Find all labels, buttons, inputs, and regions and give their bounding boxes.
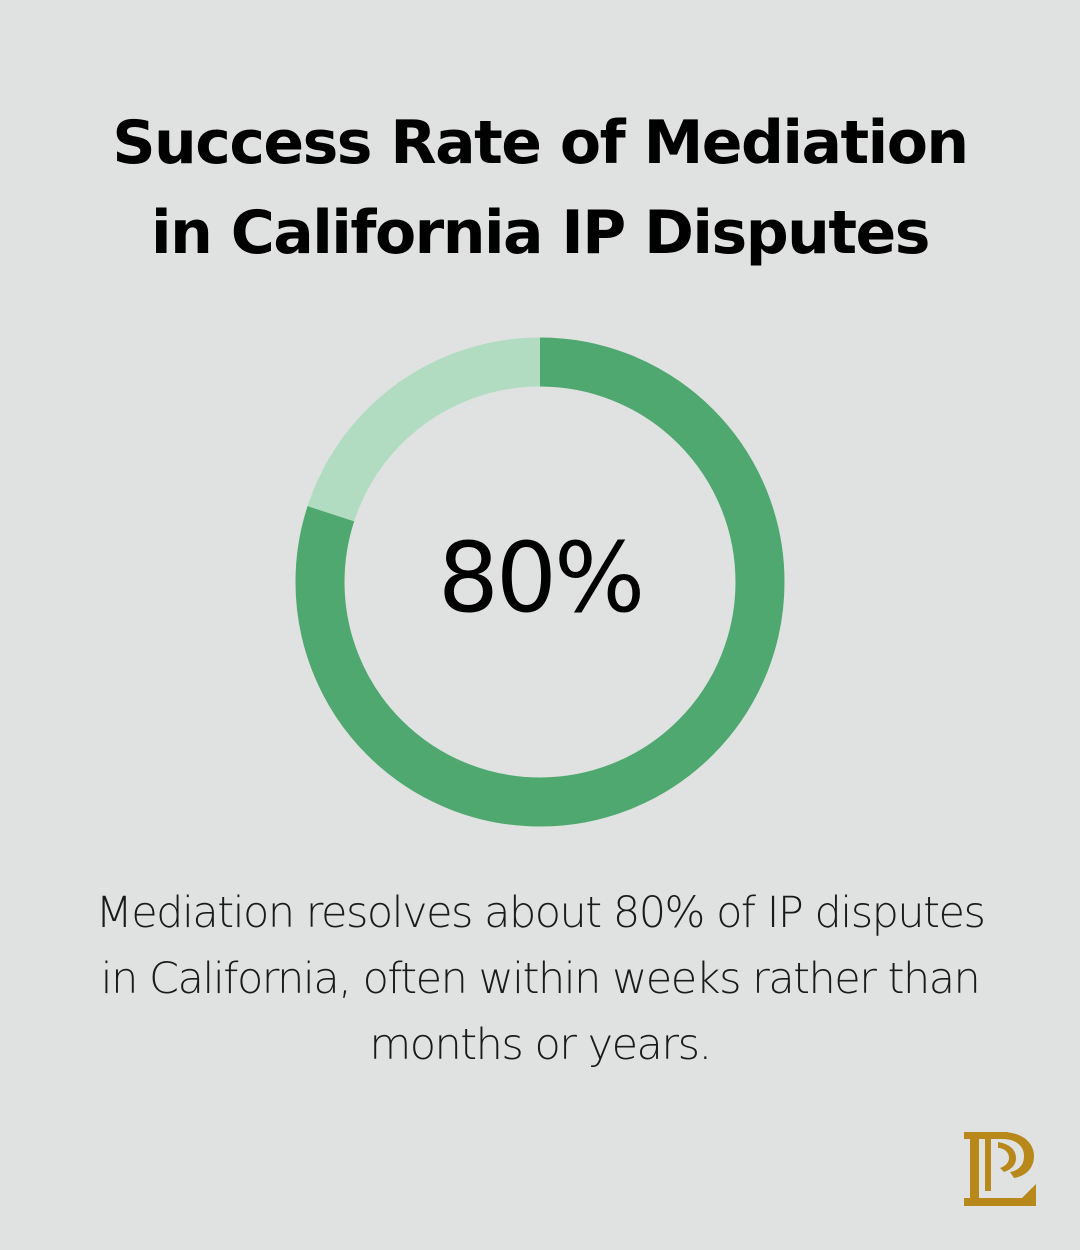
donut-chart: 80%: [290, 332, 790, 832]
pl-monogram-logo-icon: [958, 1128, 1040, 1210]
description-line-3: months or years.: [369, 1020, 712, 1070]
donut-center-value: 80%: [437, 522, 645, 634]
description-text: Mediation resolves about 80% of IP dispu…: [40, 880, 1040, 1078]
title-line-2: in California IP Disputes: [151, 198, 930, 268]
chart-title: Success Rate of Mediation in California …: [0, 98, 1080, 278]
title-line-1: Success Rate of Mediation: [112, 108, 969, 178]
description-line-1: Mediation resolves about 80% of IP dispu…: [95, 888, 986, 938]
donut-segment-success: [295, 337, 785, 827]
donut-ring: [295, 337, 785, 827]
description-line-2: in California, often within weeks rather…: [100, 954, 981, 1004]
